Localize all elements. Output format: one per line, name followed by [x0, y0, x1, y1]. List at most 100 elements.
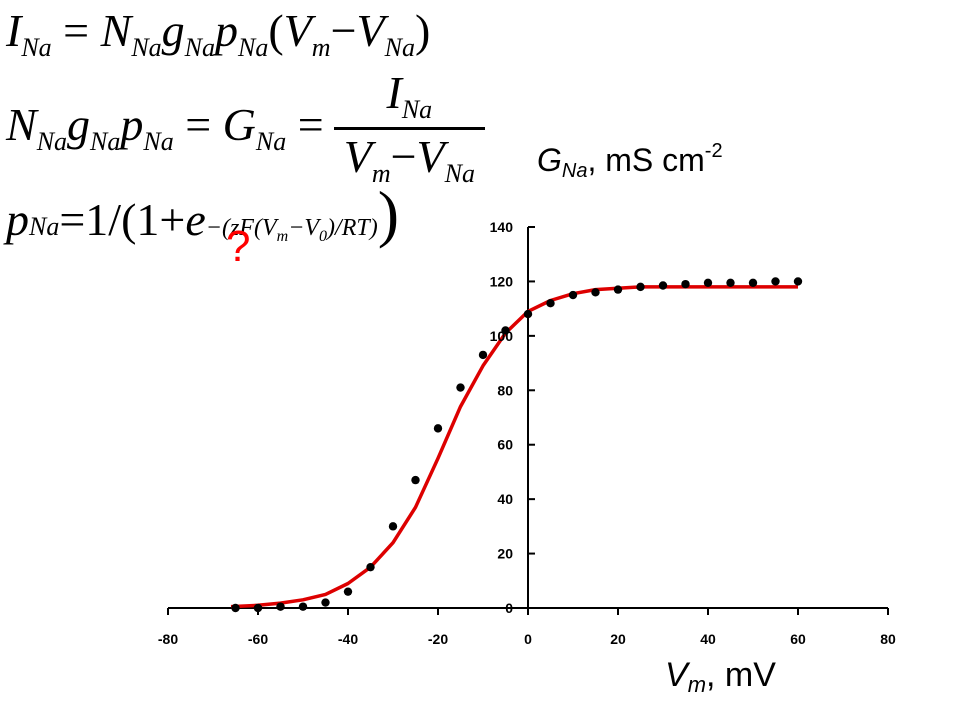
data-point — [591, 288, 600, 297]
x-tick-label: 20 — [610, 631, 626, 647]
eq2-N-sub: Na — [36, 127, 68, 156]
eq2-g: g — [67, 99, 91, 150]
eq1-paren-open: ( — [268, 5, 284, 56]
fit-curve-layer — [230, 285, 798, 609]
eq2-numerator: INa — [377, 70, 443, 127]
data-point — [636, 282, 645, 292]
eq2-fraction-bar — [333, 127, 485, 130]
eq1-I-sub: Na — [21, 33, 52, 62]
tick-labels-layer: -80 -60 -40 -20 0 20 40 60 80 0 20 40 60 80 100 120 140 — [158, 219, 896, 647]
eq3-paren-close: ) — [377, 178, 400, 249]
data-point — [366, 562, 375, 572]
equation-open-probability: p Na = 1/(1+ e −(zF(Vm−V0)/RT)) — [6, 182, 399, 246]
data-point — [231, 603, 240, 613]
chart-axes — [167, 226, 889, 615]
eq2-equals-1: = — [185, 99, 212, 150]
data-point — [726, 278, 735, 287]
data-point — [771, 277, 780, 286]
eq1-g-sub: Na — [184, 33, 215, 62]
equation-current: INa = NNagNapNa(Vm−VNa) — [6, 8, 430, 61]
eq1-p: p — [215, 5, 238, 56]
y-tick-label: 100 — [490, 328, 514, 344]
data-point — [321, 598, 330, 607]
data-point — [546, 299, 555, 308]
y-axis-title: GNa, mS cm-2 — [537, 140, 723, 183]
data-point — [298, 602, 308, 611]
eq1-V1-sub: m — [311, 33, 331, 62]
x-tick-label: 40 — [700, 631, 716, 647]
data-point — [411, 475, 420, 485]
data-point — [613, 285, 623, 294]
eq1-minus: − — [330, 5, 357, 56]
eq2-den-V2-sub: Na — [444, 159, 475, 188]
eq3-p: p — [6, 194, 29, 245]
data-point — [658, 281, 668, 290]
data-point — [703, 278, 713, 287]
x-axis-symbol-sub: m — [687, 672, 707, 697]
y-tick-label: 60 — [497, 437, 513, 453]
eq1-equals: = — [63, 5, 90, 56]
eq3-exp-a-sub: m — [276, 228, 289, 245]
x-tick-label: -80 — [158, 631, 178, 647]
eq2-G-sub: Na — [255, 127, 287, 156]
eq3-exp-b-sub: 0 — [319, 228, 328, 245]
eq2-p: p — [120, 99, 144, 150]
eq2-g-sub: Na — [90, 127, 121, 156]
data-point — [478, 350, 488, 360]
data-point — [276, 602, 285, 611]
eq3-exponent: −(zF(Vm−V0)/RT) — [206, 216, 378, 245]
eq2-G: G — [222, 99, 256, 150]
x-tick-label: 0 — [524, 631, 532, 647]
y-tick-label: 80 — [497, 382, 513, 398]
x-tick-label: -20 — [428, 631, 448, 647]
eq3-one-plus: 1+ — [136, 194, 186, 245]
eq1-g: g — [161, 5, 185, 56]
eq2-den-V1: V — [343, 131, 372, 182]
x-axis-unit: , mV — [706, 656, 776, 694]
eq3-exp-a: −(zF(V — [205, 215, 277, 241]
fit-curve — [230, 285, 798, 609]
data-point — [793, 277, 803, 286]
data-point — [568, 290, 578, 300]
eq1-p-sub: Na — [238, 33, 269, 62]
eq3-paren-open: ( — [121, 194, 137, 245]
question-mark: ? — [226, 222, 251, 271]
eq3-exp-b: −V — [288, 215, 320, 241]
eq2-den-V1-sub: m — [371, 159, 391, 188]
y-axis-symbol-sub: Na — [561, 160, 588, 182]
x-tick-label: -40 — [338, 631, 358, 647]
x-tick-label: -60 — [248, 631, 268, 647]
y-axis-symbol: G — [537, 142, 562, 178]
equation-conductance: NNagNapNa = GNa = INa Vm−VNa — [6, 70, 485, 187]
y-tick-label: 40 — [497, 491, 513, 507]
eq3-e: e — [185, 194, 206, 245]
x-axis-title: Vm, mV — [665, 656, 776, 698]
eq1-V2: V — [356, 5, 385, 56]
eq2-denominator: Vm−VNa — [334, 130, 485, 187]
data-point — [433, 424, 443, 433]
y-tick-label: 120 — [490, 273, 514, 289]
eq1-I: I — [6, 5, 22, 56]
eq3-one-over: 1/ — [85, 194, 122, 245]
y-tick-label: 0 — [505, 600, 513, 616]
eq3-exp-c: )/RT) — [327, 215, 378, 241]
eq2-den-minus: − — [390, 131, 417, 182]
y-tick-label: 140 — [490, 219, 514, 235]
data-point — [253, 603, 263, 613]
data-point — [456, 383, 465, 392]
data-point — [343, 587, 353, 596]
eq1-V1: V — [283, 5, 312, 56]
x-tick-label: 60 — [790, 631, 806, 647]
y-tick-label: 20 — [497, 546, 513, 562]
y-axis-unit-exp: -2 — [704, 140, 723, 162]
data-point — [523, 309, 533, 319]
data-point — [388, 522, 398, 531]
data-point — [681, 279, 690, 289]
eq1-V2-sub: Na — [384, 33, 415, 62]
eq2-p-sub: Na — [143, 127, 174, 156]
eq1-paren-close: ) — [414, 5, 431, 56]
eq2-num-I: I — [386, 67, 402, 118]
eq2-num-I-sub: Na — [401, 95, 433, 124]
eq2-den-V2: V — [416, 131, 445, 182]
